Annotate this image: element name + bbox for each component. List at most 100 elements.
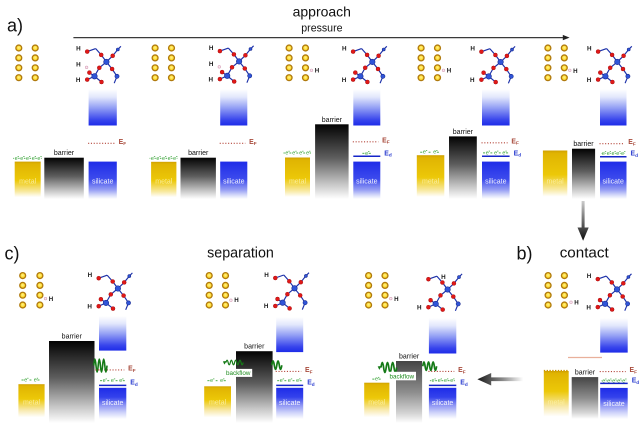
svg-text:Ed: Ed: [631, 151, 639, 158]
svg-text:pressure: pressure: [301, 22, 342, 34]
svg-text:e: e: [292, 151, 295, 157]
svg-text:silicate: silicate: [603, 401, 625, 408]
svg-text:EF: EF: [305, 367, 313, 374]
svg-text:e: e: [432, 378, 435, 384]
svg-text:c): c): [5, 244, 20, 264]
svg-text:e: e: [37, 156, 40, 162]
svg-text:e: e: [24, 378, 27, 384]
svg-text:H: H: [209, 45, 214, 52]
svg-text:H: H: [587, 77, 592, 84]
svg-text:H: H: [574, 299, 579, 306]
svg-text:barrier: barrier: [244, 344, 265, 351]
svg-text:metal: metal: [422, 179, 440, 186]
svg-text:e: e: [438, 378, 441, 384]
svg-text:e: e: [299, 151, 302, 157]
svg-text:e: e: [444, 378, 447, 384]
svg-text:e: e: [15, 156, 18, 162]
svg-text:e: e: [151, 156, 154, 162]
svg-text:H: H: [209, 61, 214, 68]
svg-text:a): a): [7, 16, 23, 36]
svg-text:e: e: [616, 151, 619, 157]
svg-text:H: H: [586, 304, 591, 311]
svg-text:H: H: [342, 46, 347, 53]
svg-text:barrier: barrier: [54, 150, 75, 157]
svg-text:e: e: [450, 378, 453, 384]
svg-text:EF: EF: [628, 139, 636, 146]
svg-text:e: e: [486, 150, 489, 156]
svg-text:Ed: Ed: [307, 379, 315, 386]
svg-text:silicate: silicate: [485, 179, 507, 186]
svg-text:H: H: [470, 46, 475, 53]
svg-text:EF: EF: [382, 137, 390, 144]
svg-text:e: e: [168, 156, 171, 162]
svg-text:H: H: [342, 77, 347, 84]
svg-text:Ed: Ed: [384, 150, 392, 157]
svg-text:separation: separation: [207, 246, 274, 262]
svg-text:EF: EF: [128, 365, 136, 372]
svg-text:barrier: barrier: [399, 354, 420, 361]
svg-text:e: e: [607, 151, 610, 157]
svg-text:e: e: [32, 156, 35, 162]
svg-text:e: e: [288, 378, 291, 384]
svg-text:EF: EF: [458, 367, 466, 374]
svg-text:e: e: [365, 151, 368, 157]
svg-text:silicate: silicate: [102, 400, 124, 407]
svg-text:e: e: [502, 150, 505, 156]
svg-text:barrier: barrier: [62, 334, 83, 341]
svg-text:e: e: [162, 156, 165, 162]
svg-text:e: e: [34, 378, 37, 384]
svg-text:Ed: Ed: [460, 379, 468, 386]
svg-text:e: e: [433, 150, 436, 156]
svg-text:silicate: silicate: [602, 179, 624, 186]
svg-text:e: e: [119, 378, 122, 384]
svg-text:H: H: [394, 296, 399, 303]
svg-text:H: H: [573, 68, 578, 75]
svg-text:barrier: barrier: [453, 129, 474, 136]
svg-text:H: H: [264, 303, 269, 310]
svg-text:e: e: [26, 156, 29, 162]
svg-text:H: H: [441, 274, 446, 281]
svg-text:H: H: [417, 304, 422, 311]
svg-text:barrier: barrier: [188, 150, 209, 157]
svg-text:H: H: [315, 68, 320, 75]
svg-text:metal: metal: [548, 400, 566, 407]
svg-text:metal: metal: [209, 400, 227, 407]
svg-text:H: H: [470, 77, 475, 84]
svg-text:EF: EF: [119, 139, 127, 146]
svg-text:H: H: [88, 272, 93, 279]
svg-text:e: e: [423, 150, 426, 156]
svg-text:e: e: [210, 378, 213, 384]
svg-text:e: e: [621, 151, 624, 157]
svg-text:e: e: [494, 150, 497, 156]
svg-text:metal: metal: [368, 400, 386, 407]
svg-text:e: e: [20, 156, 23, 162]
svg-text:silicate: silicate: [356, 179, 378, 186]
svg-text:silicate: silicate: [92, 179, 114, 186]
svg-text:H: H: [49, 296, 54, 303]
svg-text:metal: metal: [289, 179, 307, 186]
svg-text:e: e: [111, 378, 114, 384]
svg-text:e: e: [617, 378, 620, 384]
svg-text:H: H: [587, 273, 592, 280]
svg-text:Ed: Ed: [514, 150, 522, 157]
svg-text:EF: EF: [511, 138, 519, 145]
svg-text:contact: contact: [560, 245, 610, 262]
svg-text:e: e: [612, 151, 615, 157]
svg-text:e: e: [602, 378, 605, 384]
svg-text:e: e: [280, 378, 283, 384]
svg-text:metal: metal: [547, 179, 565, 186]
svg-text:e: e: [622, 378, 625, 384]
svg-text:barrier: barrier: [575, 370, 596, 377]
svg-text:e: e: [607, 378, 610, 384]
svg-text:b): b): [517, 244, 533, 264]
svg-text:silicate: silicate: [432, 400, 454, 407]
svg-text:e: e: [602, 151, 605, 157]
svg-text:metal: metal: [155, 179, 173, 186]
svg-text:silicate: silicate: [223, 179, 245, 186]
svg-text:EF: EF: [249, 139, 257, 146]
svg-text:H: H: [587, 46, 592, 53]
svg-text:e: e: [103, 378, 106, 384]
svg-text:barrier: barrier: [322, 117, 343, 124]
svg-text:H: H: [209, 76, 214, 83]
svg-text:backflow: backflow: [390, 374, 415, 381]
